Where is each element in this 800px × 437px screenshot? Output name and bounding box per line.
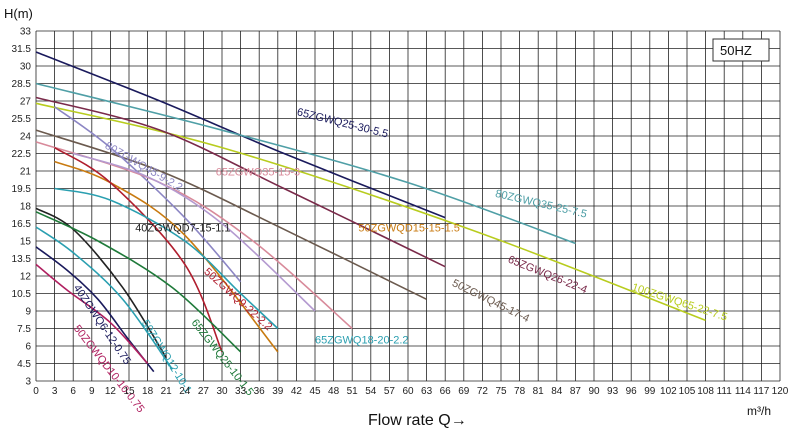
x-tick-label: 24 xyxy=(179,386,191,397)
x-tick-label: 33 xyxy=(235,386,247,397)
frequency-label: 50HZ xyxy=(720,43,752,58)
x-tick-label: 66 xyxy=(440,386,452,397)
series-label-65zgwq26-22-4: 65ZGWQ26-22-4 xyxy=(506,254,589,297)
x-tick-label: 102 xyxy=(660,386,677,397)
series-line-65zgwq26-22-4 xyxy=(35,96,446,268)
x-tick-label: 12 xyxy=(105,386,117,397)
x-tick-label: 72 xyxy=(477,386,489,397)
y-tick-label: 18 xyxy=(20,202,32,213)
y-tick-label: 22.5 xyxy=(12,149,32,160)
frequency-box xyxy=(712,38,770,62)
x-tick-label: 111 xyxy=(717,386,733,397)
x-tick-label: 9 xyxy=(89,386,95,397)
y-tick-label: 28.5 xyxy=(12,79,32,90)
y-tick-label: 4.5 xyxy=(17,359,31,370)
y-tick-label: 33 xyxy=(20,27,32,38)
x-tick-label: 6 xyxy=(70,386,76,397)
x-tick-label: 48 xyxy=(328,386,340,397)
x-tick-label: 0 xyxy=(33,386,39,397)
series-line-80zgwq45-9-2-2 xyxy=(54,106,242,283)
y-tick-label: 27 xyxy=(20,97,32,108)
x-axis-title: Flow rate Q→ xyxy=(368,412,467,429)
x-tick-label: 120 xyxy=(772,386,789,397)
series-line-50zgwqd15-15-1-5 xyxy=(54,160,279,353)
y-tick-label: 10.5 xyxy=(12,289,32,300)
y-tick-label: 21 xyxy=(20,167,32,178)
y-tick-label: 31.5 xyxy=(12,44,32,55)
x-tick-label: 78 xyxy=(514,386,526,397)
series-label-65zgwq25-30-5-5: 65ZGWQ25-30-5.5 xyxy=(296,106,390,140)
axis-ticks: 0 3 6 9 12 15 18 21 24 27 30 33 36 39 42 45 48 51 54 57 60 63… xyxy=(12,27,789,398)
x-tick-label: 75 xyxy=(495,386,507,397)
y-tick-label: 19.5 xyxy=(12,184,32,195)
x-tick-label: 90 xyxy=(588,386,600,397)
series-line-65zgwq26-22-4-alt xyxy=(72,152,316,312)
series-line-50zgwq9-22-2-2 xyxy=(54,146,223,353)
x-tick-label: 45 xyxy=(309,386,321,397)
series-label-100zgwq65-22-7-5: 100ZGWQ65-22-7.5 xyxy=(630,281,728,323)
x-tick-label: 51 xyxy=(347,386,359,397)
x-tick-label: 117 xyxy=(753,386,769,397)
x-tick-label: 99 xyxy=(644,386,656,397)
series-line-50zgwqd10-10-0-75 xyxy=(35,263,149,365)
series-line-65zgwq25-10-1-5 xyxy=(35,211,242,353)
x-tick-label: 57 xyxy=(384,386,396,397)
x-tick-label: 114 xyxy=(735,386,751,397)
y-tick-label: 3 xyxy=(25,377,31,388)
x-tick-label: 108 xyxy=(697,386,714,397)
x-tick-label: 54 xyxy=(365,386,377,397)
y-axis-title: H(m) xyxy=(4,6,33,21)
y-tick-label: 30 xyxy=(20,62,32,73)
x-tick-label: 39 xyxy=(272,386,284,397)
series-label-65zgwq35-15-3: 65ZGWQ35-15-3 xyxy=(216,167,300,179)
x-tick-label: 21 xyxy=(161,386,173,397)
x-tick-label: 96 xyxy=(626,386,638,397)
y-tick-label: 24 xyxy=(20,132,32,143)
y-tick-label: 9 xyxy=(25,307,31,318)
y-tick-label: 12 xyxy=(20,272,32,283)
x-tick-label: 30 xyxy=(216,386,228,397)
series-line-80zgwq35-25-7-5 xyxy=(35,82,576,245)
y-tick-label: 15 xyxy=(20,237,32,248)
series-label-40zgwqd7-15-1-1: 40ZGWQD7-15-1.1 xyxy=(135,223,230,235)
x-tick-label: 15 xyxy=(123,386,135,397)
y-tick-label: 7.5 xyxy=(17,324,31,335)
series-lines xyxy=(35,51,706,373)
x-tick-label: 42 xyxy=(291,386,303,397)
x-tick-label: 36 xyxy=(254,386,266,397)
y-tick-label: 25.5 xyxy=(12,114,32,125)
x-tick-label: 60 xyxy=(402,386,414,397)
x-tick-label: 18 xyxy=(142,386,154,397)
x-axis-unit: m³/h xyxy=(747,404,771,418)
x-tick-label: 69 xyxy=(458,386,470,397)
series-labels: 65ZGWQ25-30-5.5 80ZGWQ35-25-7.5 100ZGWQ65-… xyxy=(71,106,729,415)
x-tick-label: 63 xyxy=(421,386,433,397)
x-tick-label: 27 xyxy=(198,386,210,397)
x-tick-label: 105 xyxy=(679,386,696,397)
series-label-65zgwq18-20-2-2: 65ZGWQ18-20-2.2 xyxy=(315,335,409,347)
series-line-100zgwq65-22-7-5 xyxy=(35,102,706,322)
y-tick-label: 16.5 xyxy=(12,219,32,230)
series-line-50zgwq45-17-4 xyxy=(35,129,427,301)
x-tick-label: 84 xyxy=(551,386,563,397)
series-label-50zgwqd15-15-1-5: 50ZGWQD15-15-1.5 xyxy=(358,223,459,235)
y-tick-label: 6 xyxy=(25,342,31,353)
series-line-50zgwq12-10-1 xyxy=(35,226,174,370)
x-tick-label: 93 xyxy=(607,386,619,397)
series-label-80zgwq35-25-7-5: 80ZGWQ35-25-7.5 xyxy=(494,188,588,221)
series-line-40zgwqd7-15-1-1 xyxy=(35,207,167,359)
x-tick-label: 87 xyxy=(570,386,582,397)
series-line-65zgwq25-30-5-5 xyxy=(35,51,446,219)
y-tick-label: 13.5 xyxy=(12,254,32,265)
x-tick-label: 81 xyxy=(533,386,545,397)
x-tick-label: 3 xyxy=(52,386,58,397)
series-label-50zgwq45-17-4: 50ZGWQ45-17-4 xyxy=(450,277,531,325)
series-line-65zgwq18-20-2-2 xyxy=(54,187,279,330)
